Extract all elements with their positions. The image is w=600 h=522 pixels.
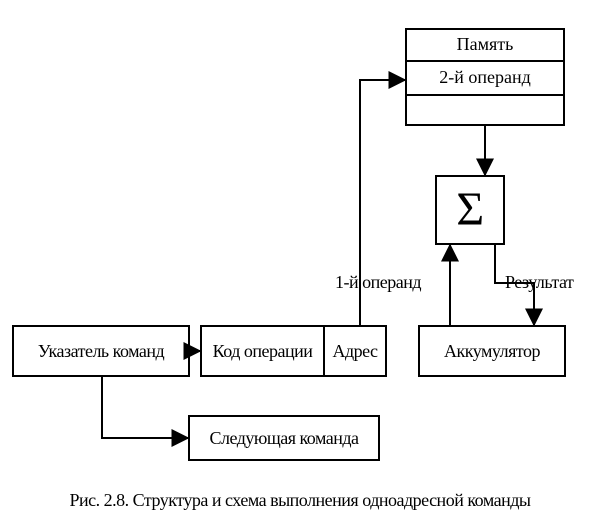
next-command-label: Следующая команда	[210, 429, 359, 448]
alu-box: Σ	[435, 175, 505, 245]
result-label: Результат	[505, 272, 573, 293]
diagram-stage: Память 2-й операнд Σ Указатель команд Ко…	[0, 0, 600, 522]
memory-operand-label: 2-й операнд	[439, 67, 531, 88]
edge-ptr-to-next	[102, 377, 188, 438]
operand1-label: 1-й операнд	[335, 272, 421, 293]
figure-caption-text: Рис. 2.8. Структура и схема выполнения о…	[70, 490, 531, 510]
accumulator-box: Аккумулятор	[418, 325, 566, 377]
memory-operand-row: 2-й операнд	[405, 60, 565, 94]
sigma-icon: Σ	[456, 186, 483, 234]
address-box: Адрес	[323, 325, 387, 377]
accumulator-label: Аккумулятор	[444, 342, 540, 361]
pointer-box: Указатель команд	[12, 325, 190, 377]
opcode-label: Код операции	[213, 342, 313, 361]
opcode-box: Код операции	[200, 325, 325, 377]
memory-title-label: Память	[457, 34, 514, 55]
operand1-text: 1-й операнд	[335, 272, 421, 292]
memory-title: Память	[405, 28, 565, 60]
address-label: Адрес	[332, 342, 377, 361]
next-command-box: Следующая команда	[188, 415, 380, 461]
result-text: Результат	[505, 272, 573, 292]
pointer-label: Указатель команд	[38, 342, 164, 361]
figure-caption: Рис. 2.8. Структура и схема выполнения о…	[0, 490, 600, 511]
memory-sep-2	[407, 94, 563, 96]
